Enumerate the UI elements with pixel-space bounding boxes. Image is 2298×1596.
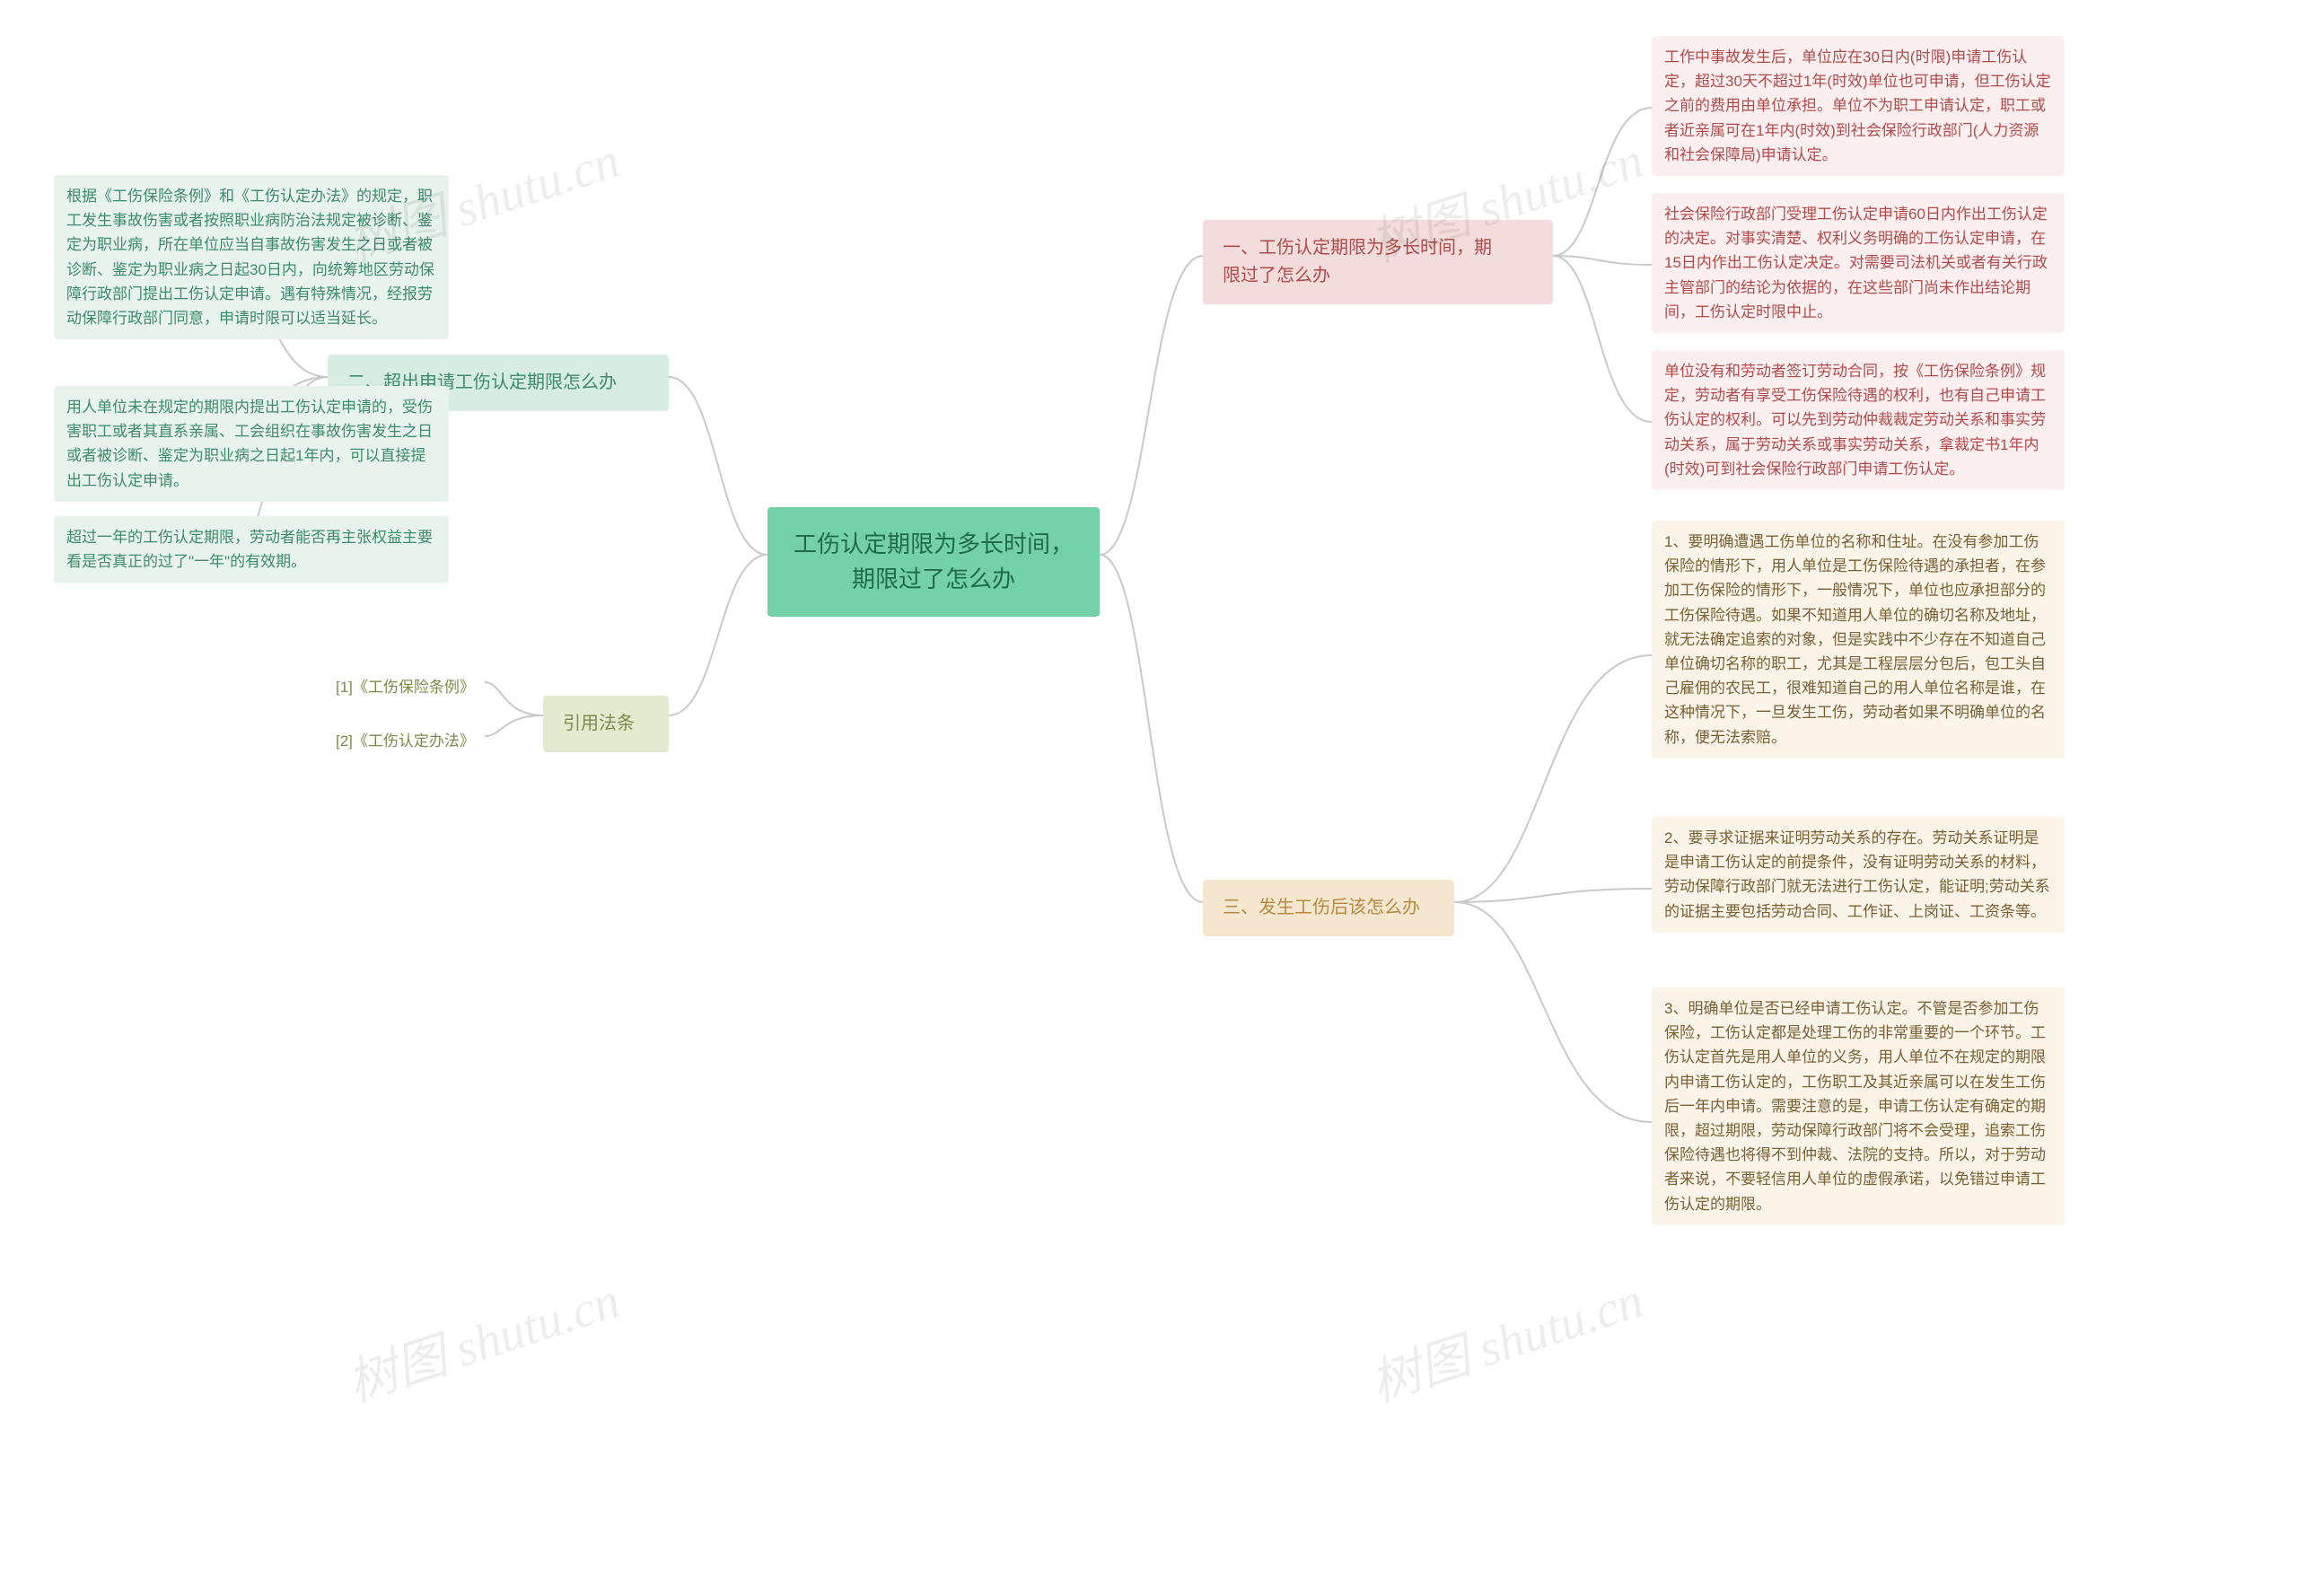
branch-1[interactable]: 一、工伤认定期限为多长时间，期限过了怎么办 [1203, 220, 1553, 304]
branch-2-leaf-1: 用人单位未在规定的期限内提出工伤认定申请的，受伤害职工或者其直系亲属、工会组织在… [54, 386, 449, 502]
branch-3-leaf-1: 2、要寻求证据来证明劳动关系的存在。劳动关系证明是是申请工伤认定的前提条件，没有… [1652, 817, 2065, 933]
branch-1-leaf-1: 社会保险行政部门受理工伤认定申请60日内作出工伤认定的决定。对事实清楚、权利义务… [1652, 193, 2065, 333]
root-node[interactable]: 工伤认定期限为多长时间，期限过了怎么办 [767, 507, 1100, 617]
cite-leaf-1: [2]《工伤认定办法》 [323, 723, 521, 760]
branch-3-leaf-0: 1、要明确遭遇工伤单位的名称和住址。在没有参加工伤保险的情形下，用人单位是工伤保… [1652, 521, 2065, 759]
branch-2-leaf-0: 根据《工伤保险条例》和《工伤认定办法》的规定，职工发生事故伤害或者按照职业病防治… [54, 175, 449, 339]
branch-cite[interactable]: 引用法条 [543, 696, 669, 752]
watermark: 树图 shutu.cn [337, 1259, 627, 1416]
branch-3-leaf-2: 3、明确单位是否已经申请工伤认定。不管是否参加工伤保险，工伤认定都是处理工伤的非… [1652, 987, 2065, 1225]
watermark: 树图 shutu.cn [1360, 1259, 1651, 1416]
cite-leaf-0: [1]《工伤保险条例》 [323, 669, 521, 706]
branch-1-leaf-2: 单位没有和劳动者签订劳动合同，按《工伤保险条例》规定，劳动者有享受工伤保险待遇的… [1652, 350, 2065, 490]
branch-3[interactable]: 三、发生工伤后该怎么办 [1203, 880, 1454, 936]
branch-1-leaf-0: 工作中事故发生后，单位应在30日内(时限)申请工伤认定，超过30天不超过1年(时… [1652, 36, 2065, 176]
branch-2-leaf-2: 超过一年的工伤认定期限，劳动者能否再主张权益主要看是否真正的过了"一年"的有效期… [54, 516, 449, 583]
